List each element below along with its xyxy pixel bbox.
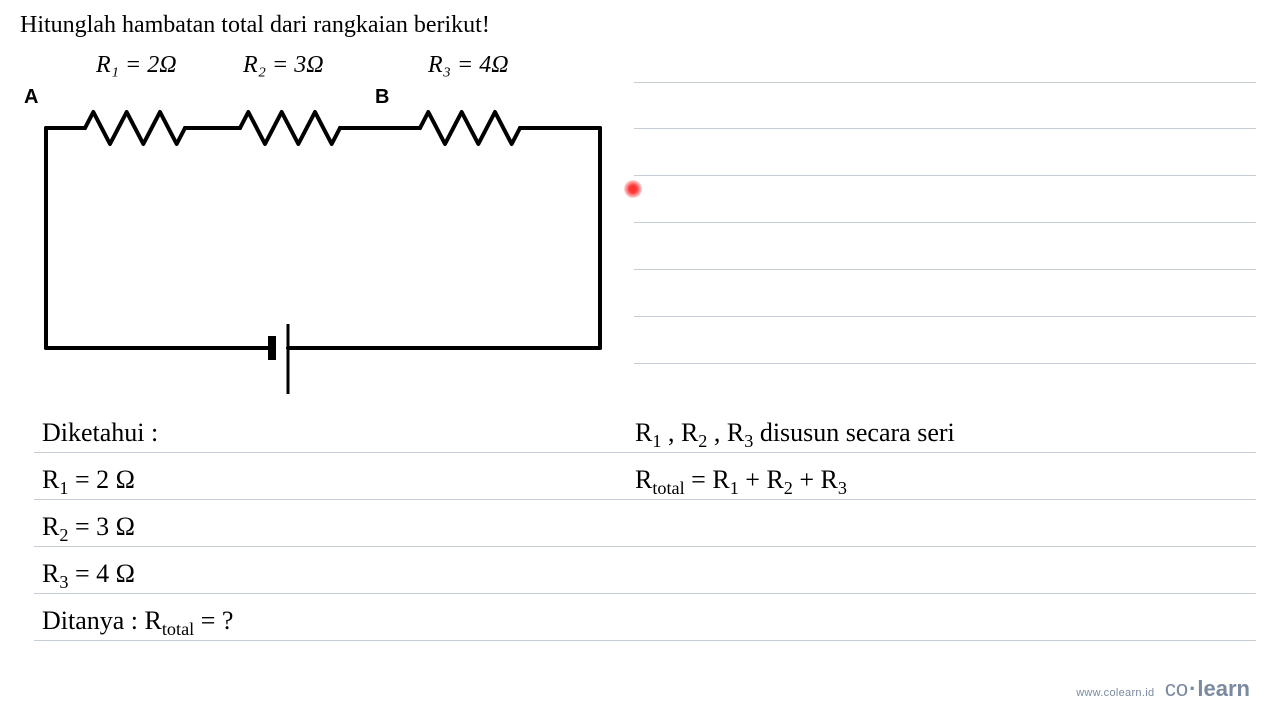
node-a-label: A: [24, 86, 38, 109]
footer: www.colearn.id co·learn: [1076, 676, 1250, 702]
circuit-diagram-area: [20, 46, 634, 394]
label-r3: R₃ = 4Ω: [428, 52, 509, 79]
footer-brand-learn: learn: [1197, 676, 1250, 701]
footer-brand: co·learn: [1165, 676, 1250, 701]
label-r1: R₁ = 2Ω: [96, 52, 177, 79]
circuit-diagram: [20, 46, 634, 394]
node-b-label: B: [375, 86, 389, 109]
page-root: Hitunglah hambatan total dari rangkaian …: [0, 0, 1280, 720]
ruled-line: [34, 546, 1256, 547]
pointer-dot-icon: [624, 180, 642, 198]
footer-url: www.colearn.id: [1076, 687, 1154, 699]
work-line: Rtotal = R1 + R2 + R3: [635, 465, 847, 499]
footer-brand-dot: ·: [1189, 676, 1196, 701]
work-line: Diketahui :: [42, 418, 158, 448]
footer-brand-co: co: [1165, 676, 1188, 701]
work-line: R2 = 3 Ω: [42, 512, 135, 546]
work-line: R3 = 4 Ω: [42, 559, 135, 593]
work-line: R1 = 2 Ω: [42, 465, 135, 499]
work-line: Ditanya : Rtotal = ?: [42, 606, 233, 640]
work-line: R1 , R2 , R3 disusun secara seri: [635, 418, 955, 452]
ruled-line: [34, 593, 1256, 594]
label-r2: R₂ = 3Ω: [243, 52, 324, 79]
question-text: Hitunglah hambatan total dari rangkaian …: [20, 12, 490, 39]
